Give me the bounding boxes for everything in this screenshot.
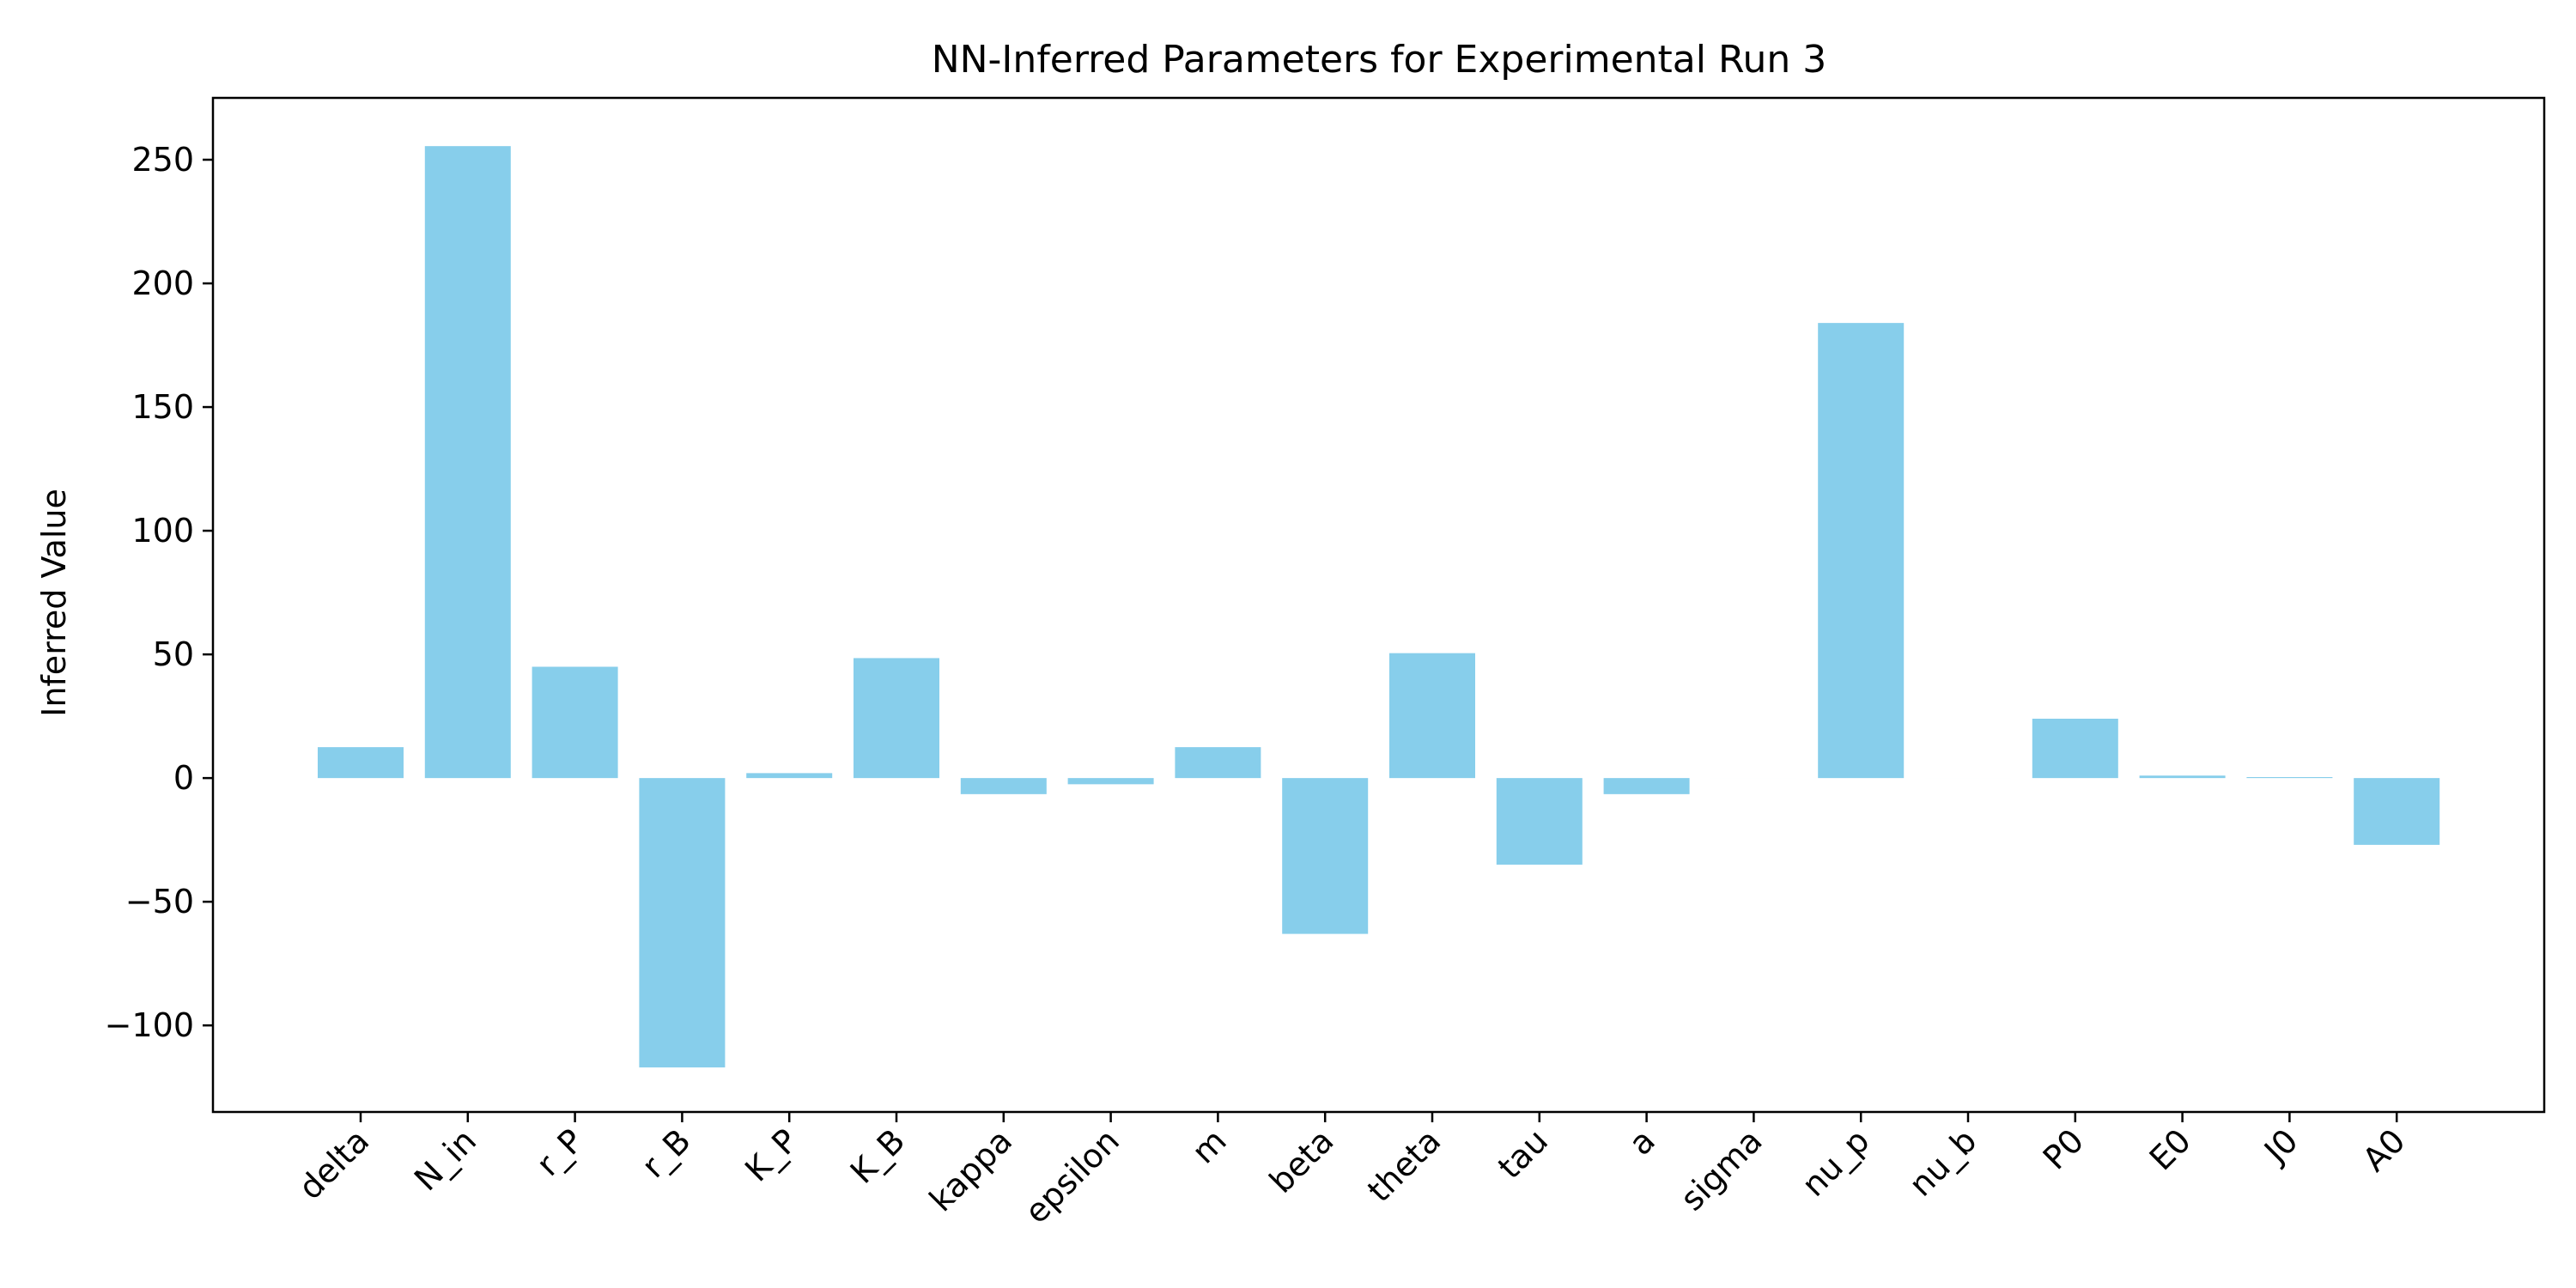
y-tick-label: −100 [105,1006,194,1044]
bar-beta [1282,778,1369,934]
bar-epsilon [1067,778,1154,785]
bar-K_B [854,658,939,779]
y-axis-label: Inferred Value [35,489,73,717]
bar-A0 [2354,778,2440,845]
chart-title: NN-Inferred Parameters for Experimental … [932,38,1827,82]
y-tick-label: 50 [153,635,194,673]
bar-kappa [960,778,1047,794]
bar-a [1603,778,1690,794]
bar-E0 [2139,775,2226,779]
bar-m [1175,747,1261,779]
y-tick-label: −50 [125,883,194,920]
bar-J0 [2246,776,2333,779]
bar-P0 [2032,719,2118,779]
bar-delta [318,747,404,779]
y-tick-label: 200 [131,264,194,302]
y-tick-label: 250 [131,141,194,179]
y-axis: −100 −50 0 50 100 150 200 250 [105,141,213,1044]
bar-r_B [639,778,726,1068]
y-tick-label: 150 [131,388,194,426]
y-tick-label: 100 [131,512,194,550]
bar-r_P [532,666,618,779]
plot-frame [211,96,2546,1114]
bar-N_in [424,146,511,779]
bars-layer [318,146,2440,1068]
y-tick-label: 0 [173,759,194,797]
bar-tau [1496,778,1583,865]
bar-theta [1389,653,1475,779]
bar-nu_p [1818,323,1905,779]
bar-K_P [746,773,833,779]
